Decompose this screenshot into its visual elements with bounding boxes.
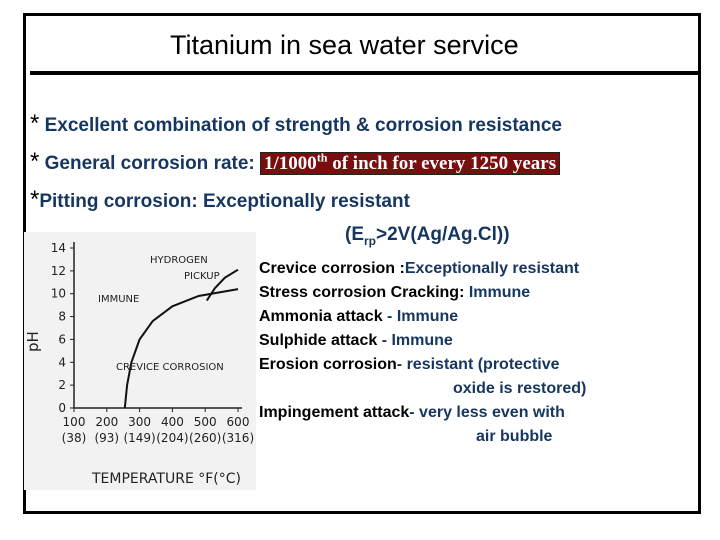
region-label-crevice: CREVICE CORROSION <box>116 362 224 373</box>
chart-lines <box>123 268 239 409</box>
title-underline <box>30 71 700 75</box>
property-value: - resistant (protective <box>396 356 560 373</box>
y-tick-label: 14 <box>51 241 66 255</box>
property-row: Stress corrosion Cracking: Immune <box>259 281 586 305</box>
property-value: oxide is restored) <box>453 380 587 397</box>
property-key: Sulphide attack <box>259 332 382 349</box>
bullet-text: General corrosion rate: <box>44 153 255 174</box>
region-label-immune: IMMUNE <box>98 294 139 305</box>
bullet-star: * <box>30 148 40 175</box>
erp-sub: rp <box>364 233 376 248</box>
property-row: Erosion corrosion- resistant (protective <box>259 353 586 377</box>
x-tick-label-c: (149) <box>123 431 155 445</box>
y-tick-label: 10 <box>51 287 66 301</box>
x-tick-label-c: (93) <box>94 431 119 445</box>
property-row: Ammonia attack - Immune <box>259 305 586 329</box>
bullet-corrosion-rate: * General corrosion rate: 1/1000th of in… <box>30 148 561 176</box>
property-key: Erosion corrosion <box>259 356 397 373</box>
y-tick-labels: 0 2 4 6 8 10 12 14 <box>51 241 66 415</box>
x-tick-label-f: 300 <box>128 415 151 429</box>
region-label-pickup: PICKUP <box>184 271 220 282</box>
property-row: Crevice corrosion :Exceptionally resista… <box>259 257 586 281</box>
y-tick-label: 12 <box>51 264 66 278</box>
x-tick-label-c: (204) <box>156 431 188 445</box>
rate-main: 1/1000 <box>264 153 317 174</box>
property-row: oxide is restored) <box>259 377 586 401</box>
x-tick-label-c: (38) <box>62 431 87 445</box>
boundary-curve <box>205 268 239 302</box>
property-value: - Immune <box>381 332 453 349</box>
property-key: Crevice corrosion : <box>259 260 405 277</box>
property-value: Immune <box>464 284 531 301</box>
property-value: Exceptionally resistant <box>404 260 580 277</box>
ph-temperature-chart: 0 2 4 6 8 10 12 14 100 (38) 200 (93) 300 (149) 400 (20… <box>24 232 256 490</box>
property-value: air bubble <box>476 428 553 445</box>
erp-suffix: >2V(Ag/Ag.Cl)) <box>376 224 510 245</box>
y-tick-label: 2 <box>58 378 66 392</box>
slide-title: Titanium in sea water service <box>170 30 519 60</box>
y-axis-label: pH <box>24 331 42 352</box>
property-key: Stress corrosion Cracking: <box>259 284 465 301</box>
property-row: air bubble <box>259 425 586 449</box>
x-tick-label-f: 500 <box>194 415 217 429</box>
property-key: Ammonia attack <box>259 308 388 325</box>
y-tick-label: 4 <box>58 355 66 369</box>
x-tick-labels: 100 (38) 200 (93) 300 (149) 400 (204) 500 (260) 60… <box>62 415 254 445</box>
property-row: Impingement attack- very less even with <box>259 401 586 425</box>
bullet-star: * <box>30 110 40 137</box>
property-value: - Immune <box>387 308 459 325</box>
x-tick-label-c: (316) <box>222 431 254 445</box>
bullet-star: * <box>30 186 40 213</box>
property-value: - very less even with <box>409 404 565 421</box>
x-tick-label-f: 600 <box>227 415 250 429</box>
x-tick-label-f: 200 <box>95 415 118 429</box>
rate-rest: of inch for every 1250 years <box>327 153 557 174</box>
y-tick-label: 6 <box>58 332 66 346</box>
y-tick-label: 8 <box>58 310 66 324</box>
property-key: Impingement attack <box>259 404 410 421</box>
corrosion-rate-highlight: 1/1000th of inch for every 1250 years <box>260 150 561 175</box>
erp-value: (Erp>2V(Ag/Ag.Cl)) <box>345 224 510 248</box>
erp-prefix: (E <box>345 224 364 245</box>
bullet-text: Excellent combination of strength & corr… <box>44 115 562 136</box>
x-axis-label: TEMPERATURE °F(°C) <box>91 471 241 487</box>
properties-list: Crevice corrosion :Exceptionally resista… <box>259 257 586 449</box>
y-tick-label: 0 <box>58 401 66 415</box>
bullet-strength: * Excellent combination of strength & co… <box>30 110 562 138</box>
boundary-curve <box>123 288 239 409</box>
chart-axes <box>70 242 242 412</box>
x-tick-label-f: 100 <box>63 415 86 429</box>
bullet-text: Pitting corrosion: Exceptionally resista… <box>39 191 410 212</box>
property-row: Sulphide attack - Immune <box>259 329 586 353</box>
bullet-pitting: *Pitting corrosion: Exceptionally resist… <box>30 186 410 214</box>
x-tick-label-f: 400 <box>161 415 184 429</box>
rate-sup: th <box>316 150 328 165</box>
region-label-hydrogen: HYDROGEN <box>150 255 208 266</box>
x-tick-label-c: (260) <box>189 431 221 445</box>
